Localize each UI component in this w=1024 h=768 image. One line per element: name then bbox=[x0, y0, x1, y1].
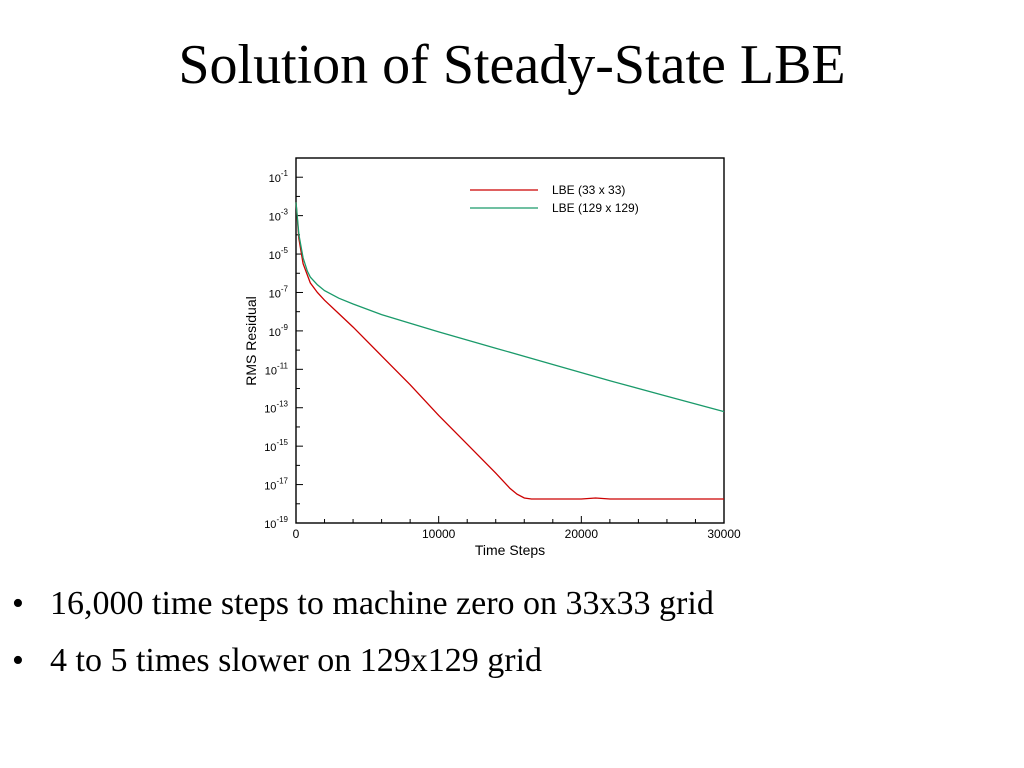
series-line-lbe-129 bbox=[295, 202, 725, 413]
y-tick-label: 10-5 bbox=[269, 246, 289, 262]
legend-label: LBE (129 x 129) bbox=[552, 201, 639, 215]
bullet-item: • 4 to 5 times slower on 129x129 grid bbox=[12, 639, 714, 683]
y-tick-label: 10-11 bbox=[265, 361, 289, 377]
bullet-text: 4 to 5 times slower on 129x129 grid bbox=[50, 642, 543, 679]
x-axis-label: Time Steps bbox=[475, 542, 545, 558]
x-tick-label: 20000 bbox=[565, 527, 599, 541]
y-axis-label: RMS Residual bbox=[243, 296, 259, 385]
chart-legend: LBE (33 x 33) LBE (129 x 129) bbox=[470, 183, 639, 215]
y-tick-label: 10-19 bbox=[264, 515, 288, 531]
bullet-item: • 16,000 time steps to machine zero on 3… bbox=[12, 582, 714, 626]
series-line-lbe-33 bbox=[295, 202, 724, 500]
y-tick-label: 10-17 bbox=[264, 477, 288, 493]
legend-label: LBE (33 x 33) bbox=[552, 183, 625, 197]
y-tick-label: 10-13 bbox=[264, 400, 288, 416]
plot-frame bbox=[295, 157, 725, 524]
y-tick-label: 10-7 bbox=[269, 284, 289, 300]
bullet-dot: • bbox=[12, 585, 24, 622]
y-tick-label: 10-1 bbox=[269, 169, 289, 185]
x-tick-label: 0 bbox=[293, 527, 300, 541]
y-tick-label: 10-15 bbox=[264, 438, 288, 454]
bullet-dot: • bbox=[12, 642, 24, 679]
y-tick-label: 10-9 bbox=[269, 323, 289, 339]
x-tick-label: 10000 bbox=[422, 527, 456, 541]
y-tick-label: 10-3 bbox=[269, 208, 289, 224]
chart-series bbox=[295, 202, 725, 500]
slide-title: Solution of Steady-State LBE bbox=[178, 34, 846, 96]
bullet-text: 16,000 time steps to machine zero on 33x… bbox=[50, 585, 714, 622]
chart-axes: 10-1 10-3 10-5 10-7 10-9 10-11 10-13 10-15 10-17… bbox=[264, 157, 741, 541]
bullet-list: • 16,000 time steps to machine zero on 3… bbox=[12, 582, 714, 696]
x-tick-label: 30000 bbox=[707, 527, 741, 541]
